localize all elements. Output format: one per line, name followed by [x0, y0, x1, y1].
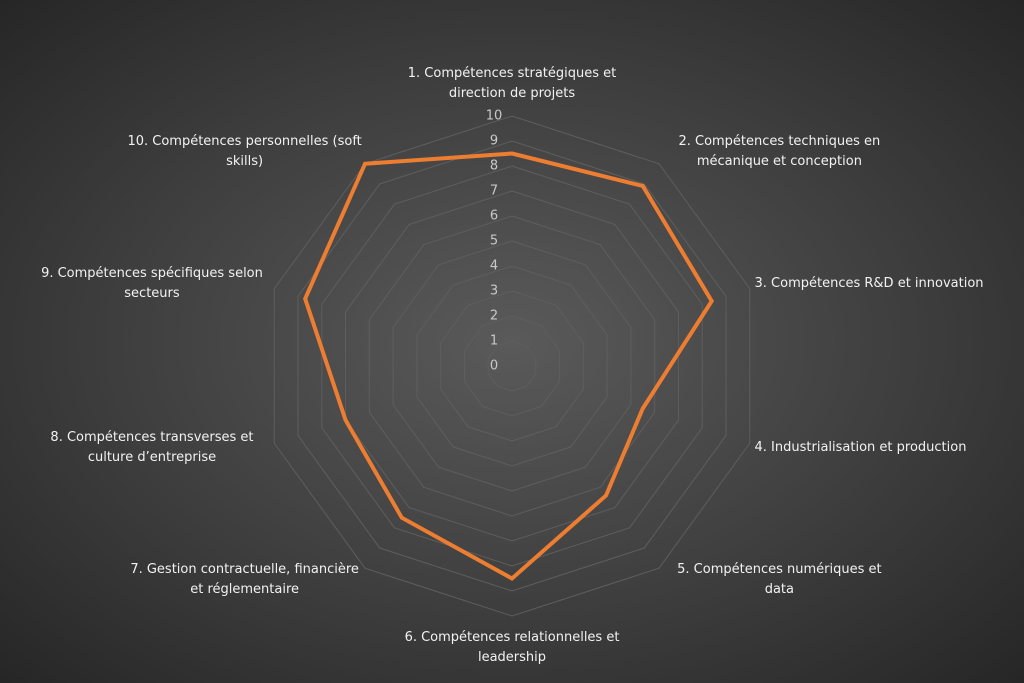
- r-tick-label: 4: [490, 259, 498, 274]
- grid-line: [297, 140, 727, 592]
- r-tick-label: 0: [490, 359, 498, 374]
- category-label: 9. Compétences spécifiques selon secteur…: [41, 266, 263, 302]
- series-line: [303, 151, 715, 581]
- category-label: 3. Compétences R&D et innovation: [754, 276, 984, 292]
- grid-line: [345, 190, 679, 542]
- grid-line: [416, 265, 608, 467]
- grid-line: [273, 115, 751, 617]
- r-tick-label: 3: [490, 284, 498, 299]
- grid-line: [463, 315, 561, 417]
- category-label: 5. Compétences numériques et data: [677, 562, 882, 598]
- r-tick-label: 10: [486, 109, 503, 124]
- grid-line: [368, 215, 656, 517]
- r-tick-label: 5: [490, 234, 498, 249]
- category-label: 6. Compétences relationnelles et leaders…: [404, 630, 620, 665]
- category-label: 10. Compétences personnelles (soft skill…: [127, 133, 362, 169]
- grid-line: [392, 240, 632, 492]
- grid-line: [321, 165, 703, 567]
- category-label: 7. Gestion contractuelle, financière et …: [130, 562, 359, 598]
- grid-line: [440, 290, 584, 442]
- category-label: 1. Compétences stratégiques et direction…: [407, 66, 617, 101]
- r-tick-label: 6: [490, 209, 498, 224]
- category-label: 4. Industrialisation et production: [754, 439, 967, 455]
- r-tick-label: 7: [490, 184, 498, 199]
- category-label: 2. Compétences techniques en mécanique e…: [678, 133, 881, 169]
- r-tick-label: 2: [490, 309, 498, 324]
- r-tick-label: 9: [490, 134, 498, 149]
- grid-line: [487, 340, 537, 392]
- r-tick-label: 8: [490, 159, 498, 174]
- category-label: 8. Compétences transverses et culture d’…: [50, 429, 254, 465]
- r-tick-label: 1: [490, 334, 498, 349]
